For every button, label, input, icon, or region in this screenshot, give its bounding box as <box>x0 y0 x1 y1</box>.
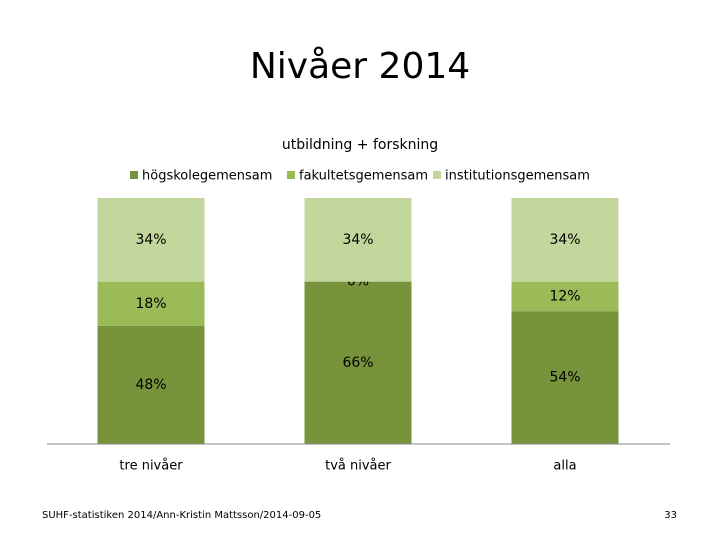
bar-segment <box>511 281 619 312</box>
legend-swatch <box>433 171 441 179</box>
chart-subtitle: utbildning + forskning <box>282 137 438 153</box>
bar-segment <box>97 281 205 326</box>
legend-swatch <box>130 171 138 179</box>
data-label: 48% <box>135 377 166 393</box>
page-number: 33 <box>664 510 677 521</box>
data-label: 12% <box>549 288 580 304</box>
legend-label: högskolegemensam <box>142 169 272 184</box>
data-label: 54% <box>549 370 580 386</box>
x-tick-label: tre nivåer <box>119 459 183 474</box>
bar-segment <box>304 198 412 282</box>
bar-segment <box>97 325 205 444</box>
chart-title: Nivåer 2014 <box>250 46 470 87</box>
data-label: 34% <box>135 232 166 248</box>
x-tick-label: alla <box>553 459 576 474</box>
legend-label: institutionsgemensam <box>445 169 590 184</box>
data-label: 34% <box>342 232 373 248</box>
legend-swatch <box>287 171 295 179</box>
bar-segment <box>511 311 619 444</box>
x-tick-label: två nivåer <box>325 459 391 474</box>
bar-segment <box>511 198 619 282</box>
bar-segment <box>97 198 205 282</box>
legend-label: fakultetsgemensam <box>299 169 428 184</box>
data-label: 34% <box>549 232 580 248</box>
data-label: 18% <box>135 296 166 312</box>
data-label: 66% <box>342 355 373 371</box>
footer-source: SUHF-statistiken 2014/Ann-Kristin Mattss… <box>42 510 321 521</box>
bar-segment <box>304 281 412 444</box>
